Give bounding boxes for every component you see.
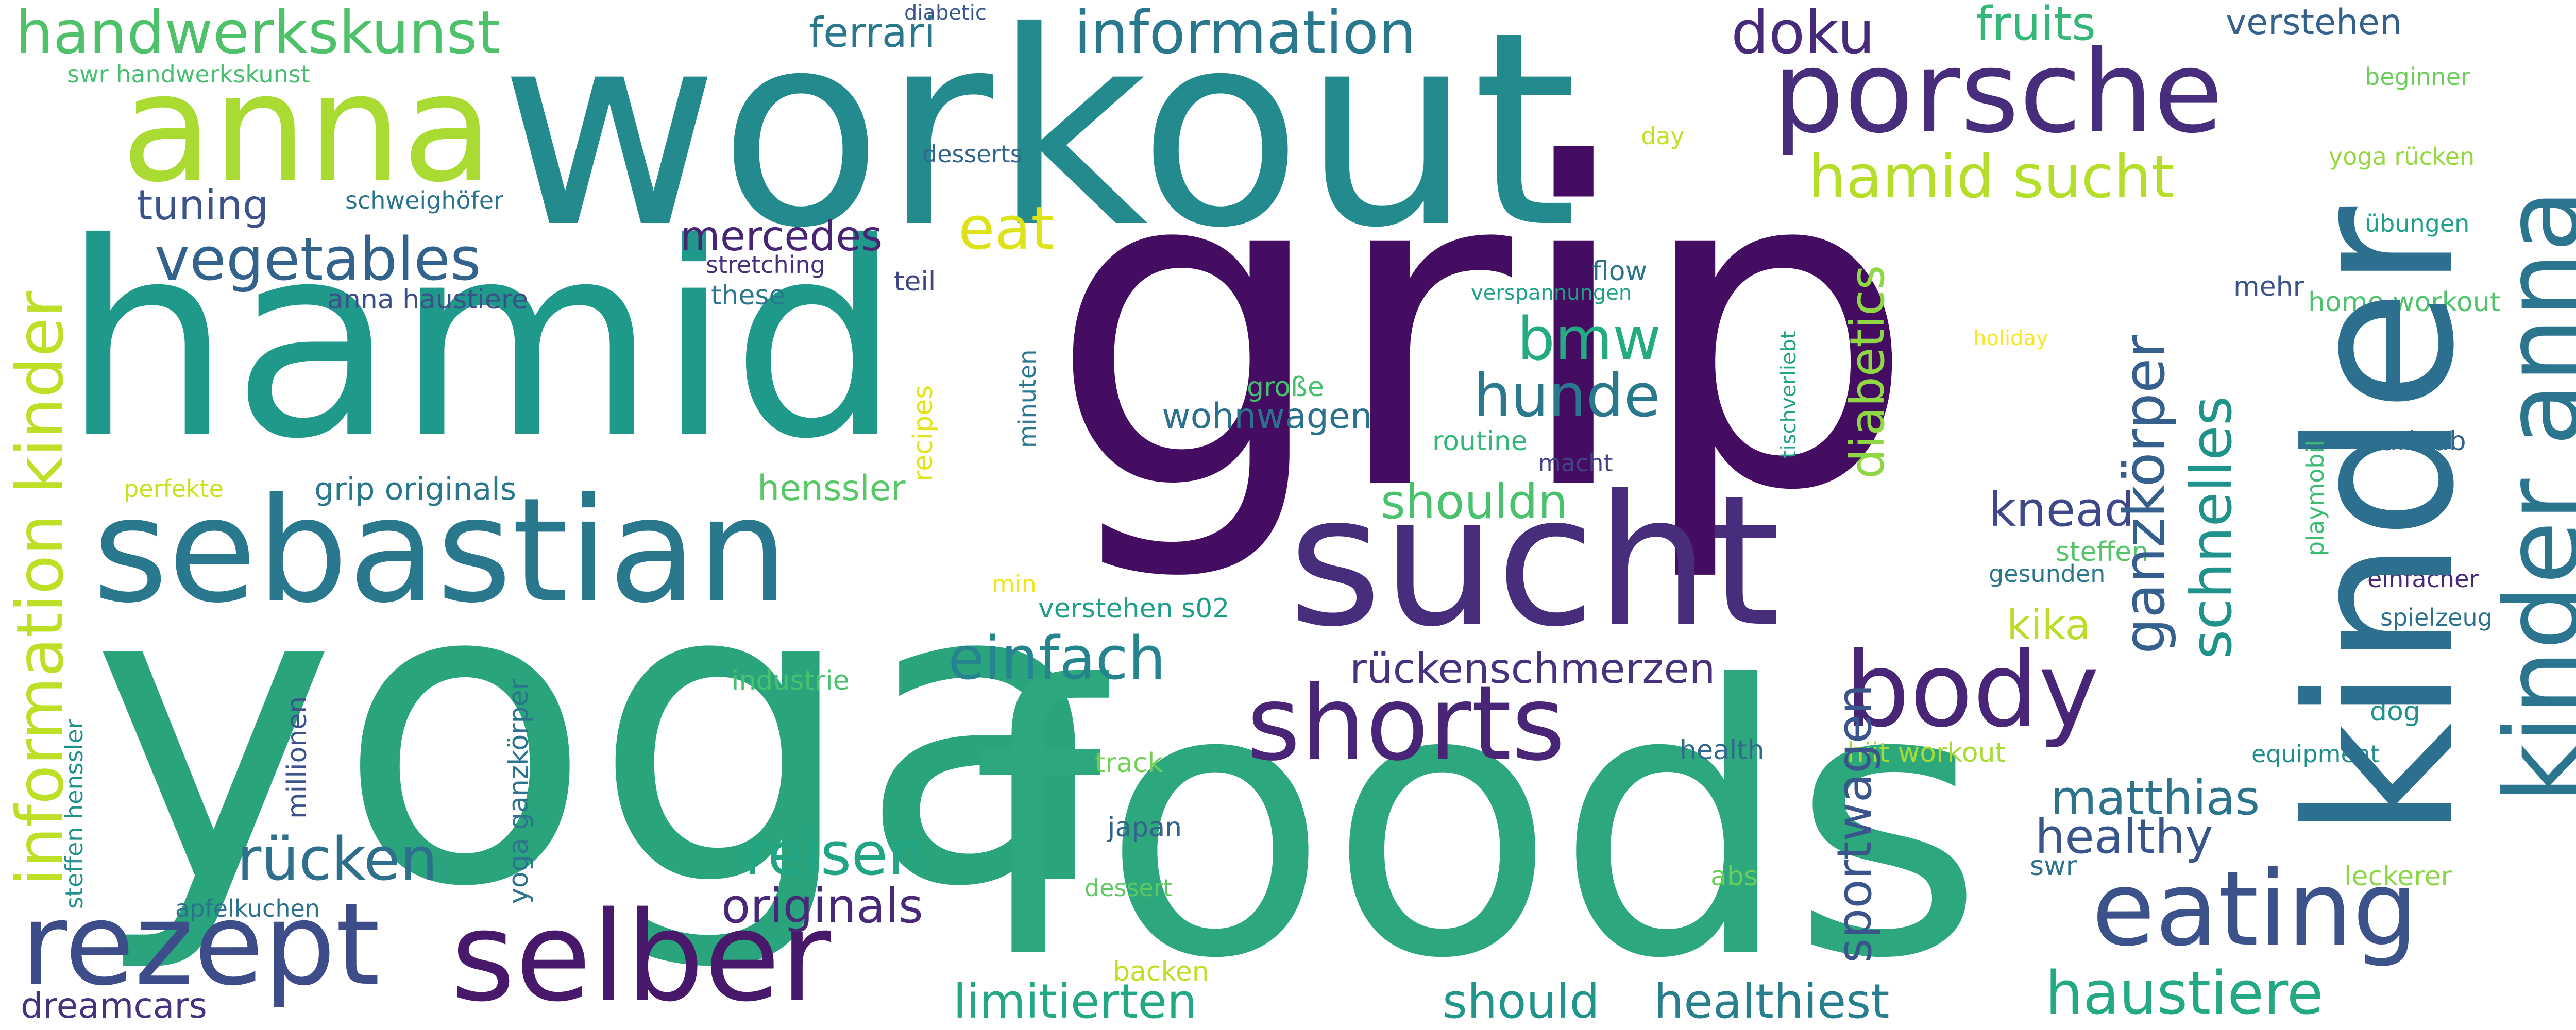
word-ferrari: ferrari <box>809 9 936 57</box>
word-steffen-henssler: steffen henssler <box>60 719 88 909</box>
word-reisen: reisen <box>744 820 926 889</box>
word-shouldn: shouldn <box>1381 474 1568 529</box>
word-hamid-sucht: hamid sucht <box>1808 143 2175 212</box>
word-knead: knead <box>1989 482 2134 537</box>
word-mehr: mehr <box>2233 271 2304 302</box>
word-einfacher: einfacher <box>2367 565 2479 593</box>
word-stretching: stretching <box>706 251 825 279</box>
word-limitierten: limitierten <box>953 974 1197 1029</box>
word-gesunden: gesunden <box>1989 560 2106 588</box>
word-eating: eating <box>2092 849 2418 969</box>
word-desserts: desserts <box>922 140 1023 168</box>
word-day: day <box>1641 122 1685 150</box>
word-routine: routine <box>1432 426 1528 457</box>
word-hunde: hunde <box>1473 362 1660 431</box>
word-minuten: minuten <box>1013 349 1041 448</box>
word-kika: kika <box>2007 601 2091 649</box>
word-recipes: recipes <box>908 385 939 482</box>
word-shorts: shorts <box>1247 664 1566 784</box>
word-home-workout: home workout <box>2308 287 2501 318</box>
word-foods: foods <box>971 608 1985 1030</box>
word-swr-handwerkskunst: swr handwerkskunst <box>67 60 310 88</box>
word-workout: workout <box>500 0 1578 286</box>
word-haustiere: haustiere <box>2045 959 2324 1028</box>
word-mercedes: mercedes <box>680 212 883 260</box>
word-min: min <box>992 570 1037 598</box>
word-tischverliebt: tischverliebt <box>1777 331 1801 458</box>
word-grosse: große <box>1247 372 1324 403</box>
word-grip-originals: grip originals <box>314 471 517 507</box>
word-millionen: millionen <box>282 696 313 819</box>
word-ganzkoerper: ganzkörper <box>2111 335 2177 654</box>
word-yoga: yoga <box>90 492 1113 978</box>
word-doku: doku <box>1731 0 1875 67</box>
word-backen: backen <box>1113 956 1209 987</box>
word-sebastian: sebastian <box>93 467 788 635</box>
word-urlaub: urlaub <box>2380 426 2466 457</box>
word-henssler: henssler <box>757 468 906 509</box>
word-sportwagen: sportwagen <box>1827 684 1882 963</box>
word-uebungen: übungen <box>2365 210 2470 237</box>
word-rezept: rezept <box>21 879 380 1010</box>
word-bmw: bmw <box>1517 305 1662 374</box>
word-abs: abs <box>1710 861 1758 892</box>
word-schnelles: schnelles <box>2178 396 2244 659</box>
word-information: information <box>1074 0 1416 67</box>
word-dog: dog <box>2370 696 2420 727</box>
word-macht: macht <box>1538 449 1613 477</box>
word-holiday: holiday <box>1973 327 2048 350</box>
word-rueckenschmerzen: rückenschmerzen <box>1350 645 1716 693</box>
word-track: track <box>1095 748 1163 779</box>
word-anna: anna <box>121 42 494 215</box>
word-flow: flow <box>1592 256 1648 287</box>
word-perfekte: perfekte <box>124 475 224 503</box>
word-originals: originals <box>721 879 923 934</box>
word-playmobil: playmobil <box>2301 440 2329 556</box>
word-body: body <box>1844 630 2099 750</box>
word-hamid: hamid <box>62 185 902 497</box>
word-steffen: steffen <box>2056 537 2149 568</box>
word-einfach: einfach <box>948 624 1166 693</box>
word-healthy: healthy <box>2035 809 2213 864</box>
word-japan: japan <box>1108 812 1182 843</box>
word-yoga-ganzkoerper: yoga ganzkörper <box>503 679 534 904</box>
word-selber: selber <box>451 885 832 1029</box>
word-healthiest: healthiest <box>1654 974 1890 1029</box>
word-dreamcars: dreamcars <box>21 986 207 1026</box>
word-schweighoefer: schweighöfer <box>345 186 504 214</box>
word-diabetic: diabetic <box>904 1 987 25</box>
word-verstehen-s02: verstehen s02 <box>1038 593 1230 624</box>
word-diabetics: diabetics <box>1840 265 1895 479</box>
word-tuning: tuning <box>137 181 269 229</box>
word-eat: eat <box>958 194 1055 263</box>
word-verspannungen: verspannungen <box>1471 281 1632 305</box>
word-handwerkskunst: handwerkskunst <box>15 0 501 67</box>
word-leckerer: leckerer <box>2344 861 2452 892</box>
word-health: health <box>1680 735 1765 766</box>
word-porsche: porsche <box>1772 26 2224 158</box>
word-apfelkuchen: apfelkuchen <box>175 895 320 922</box>
word-swr: swr <box>2030 851 2077 882</box>
word-kinder-anna: kinder anna <box>2483 189 2576 803</box>
word-anna-haustiere: anna haustiere <box>327 284 529 315</box>
word-fruits: fruits <box>1976 0 2096 51</box>
word-equipment: equipment <box>2251 740 2380 768</box>
word-these: these <box>711 280 786 311</box>
word-hiit-workout: hiit workout <box>1847 737 2006 768</box>
word-ruecken: rücken <box>237 825 438 894</box>
word-should: should <box>1443 974 1600 1029</box>
word-industrie: industrie <box>732 665 850 696</box>
word-verstehen: verstehen <box>2226 2 2402 43</box>
word-wohnwagen: wohnwagen <box>1162 396 1372 437</box>
word-spielzeug: spielzeug <box>2380 604 2493 631</box>
word-sucht: sucht <box>1288 456 1781 666</box>
word-yoga-ruecken: yoga rücken <box>2329 143 2475 170</box>
word-grip: grip <box>1048 72 1917 587</box>
word-teil: teil <box>894 266 936 297</box>
word-matthias: matthias <box>2050 770 2260 826</box>
word-dessert: dessert <box>1084 874 1173 902</box>
word-vegetables: vegetables <box>155 225 481 294</box>
word-beginner: beginner <box>2365 63 2471 91</box>
